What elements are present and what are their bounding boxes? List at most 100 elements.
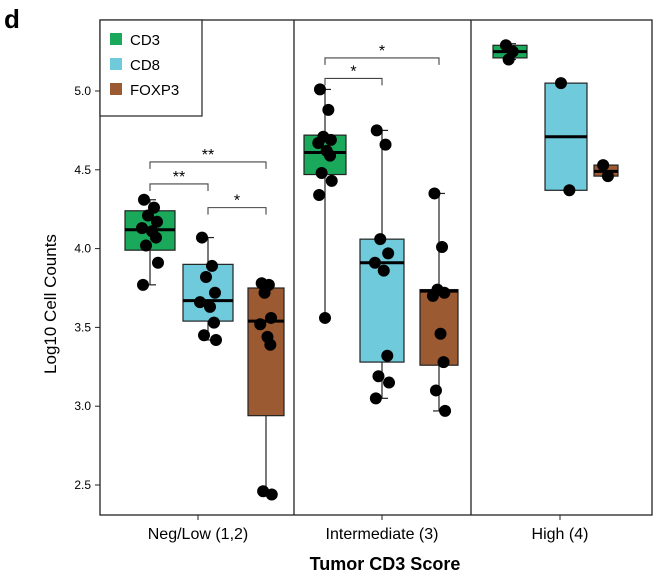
legend-swatch-foxp3 xyxy=(110,83,122,95)
legend-swatch-cd3 xyxy=(110,33,122,45)
data-point xyxy=(150,231,162,244)
x-axis-title: Tumor CD3 Score xyxy=(310,554,461,574)
legend-label-cd8: CD8 xyxy=(130,57,160,74)
panel-letter: d xyxy=(4,4,20,34)
data-point xyxy=(265,488,278,501)
data-point xyxy=(502,53,515,66)
data-point xyxy=(325,174,338,187)
y-tick-label: 3.5 xyxy=(74,320,91,334)
data-point xyxy=(601,170,614,183)
data-point xyxy=(554,77,567,90)
y-tick-label: 4.0 xyxy=(74,242,91,256)
data-point xyxy=(206,259,218,272)
data-point xyxy=(198,329,210,342)
significance-label: ** xyxy=(173,169,185,186)
bracket-line xyxy=(149,183,209,191)
y-tick-label: 5.0 xyxy=(74,84,91,98)
data-point xyxy=(204,300,216,313)
data-point xyxy=(324,149,337,162)
data-point xyxy=(200,270,212,283)
data-point xyxy=(142,209,154,222)
data-point xyxy=(324,133,337,146)
data-point xyxy=(436,241,449,254)
legend-swatch-cd8 xyxy=(110,58,122,70)
data-point xyxy=(374,233,387,246)
data-point xyxy=(426,289,439,302)
data-point xyxy=(428,187,441,200)
data-point xyxy=(322,103,335,116)
data-point xyxy=(368,256,381,269)
box-cd3-group-2 xyxy=(303,83,347,324)
data-point xyxy=(137,278,149,291)
significance-bracket-1-1: ** xyxy=(149,169,209,191)
box-foxp3-group-1 xyxy=(247,277,285,501)
y-tick-label: 4.5 xyxy=(74,163,91,177)
bracket-line xyxy=(207,207,267,215)
data-point xyxy=(438,286,451,299)
data-point xyxy=(434,327,447,340)
y-axis-title: Log10 Cell Counts xyxy=(41,234,60,374)
data-point xyxy=(382,247,395,260)
box-iqr xyxy=(359,238,405,363)
data-point xyxy=(210,334,222,347)
data-point xyxy=(312,137,325,150)
data-point xyxy=(370,124,383,137)
group-label-1: Neg/Low (1,2) xyxy=(148,526,249,543)
bracket-line xyxy=(149,161,267,169)
legend-label-cd3: CD3 xyxy=(130,32,160,49)
data-point xyxy=(563,184,576,197)
bracket-line xyxy=(324,77,383,86)
significance-label: ** xyxy=(202,147,214,164)
data-point xyxy=(313,83,326,96)
data-point xyxy=(152,256,164,269)
legend: CD3 CD8 FOXP3 xyxy=(99,19,203,117)
box-cd8-group-3 xyxy=(544,77,588,197)
data-point xyxy=(597,159,610,172)
legend-label-foxp3: FOXP3 xyxy=(130,82,179,99)
data-point xyxy=(377,264,390,277)
bracket-line xyxy=(324,57,440,65)
data-point xyxy=(140,239,152,252)
significance-bracket-1-3: ** xyxy=(149,147,267,169)
box-iqr xyxy=(419,288,459,366)
data-point xyxy=(209,286,221,299)
data-point xyxy=(315,166,328,179)
data-point xyxy=(258,286,271,299)
y-tick-label: 2.5 xyxy=(74,478,91,492)
data-point xyxy=(437,356,450,369)
data-point xyxy=(369,392,382,405)
data-point xyxy=(264,338,277,351)
data-point xyxy=(372,370,385,383)
significance-label: * xyxy=(379,43,385,60)
significance-label: * xyxy=(234,193,240,210)
y-tick-label: 3.0 xyxy=(74,399,91,413)
box-iqr xyxy=(247,287,285,417)
box-cd8-group-1 xyxy=(182,231,234,347)
group-label-3: High (4) xyxy=(532,526,589,543)
data-point xyxy=(429,384,442,397)
box-cd3-group-3 xyxy=(492,39,528,66)
significance-bracket-2-1: * xyxy=(324,63,383,86)
box-foxp3-group-3 xyxy=(593,159,619,183)
data-point xyxy=(379,138,392,151)
data-point xyxy=(208,316,220,329)
significance-bracket-1-2: * xyxy=(207,193,267,215)
plot-frame xyxy=(99,19,653,516)
data-point xyxy=(194,296,206,309)
box-cd8-group-2 xyxy=(359,124,405,405)
data-point xyxy=(265,311,278,324)
box-foxp3-group-2 xyxy=(419,187,459,417)
data-point xyxy=(254,318,267,331)
group-label-2: Intermediate (3) xyxy=(326,526,439,543)
data-point xyxy=(151,215,163,228)
data-point xyxy=(313,189,326,202)
data-point xyxy=(383,376,396,389)
data-point xyxy=(136,222,148,235)
significance-label: * xyxy=(350,63,356,80)
plot-area: 2.5 3.0 3.5 4.0 4.5 5.0 Neg/Low (1,2) Intermedi… xyxy=(74,19,653,543)
significance-bracket-2-2: * xyxy=(324,43,440,65)
data-point xyxy=(138,193,150,206)
box-cd3-group-1 xyxy=(124,193,176,291)
data-point xyxy=(439,404,452,417)
